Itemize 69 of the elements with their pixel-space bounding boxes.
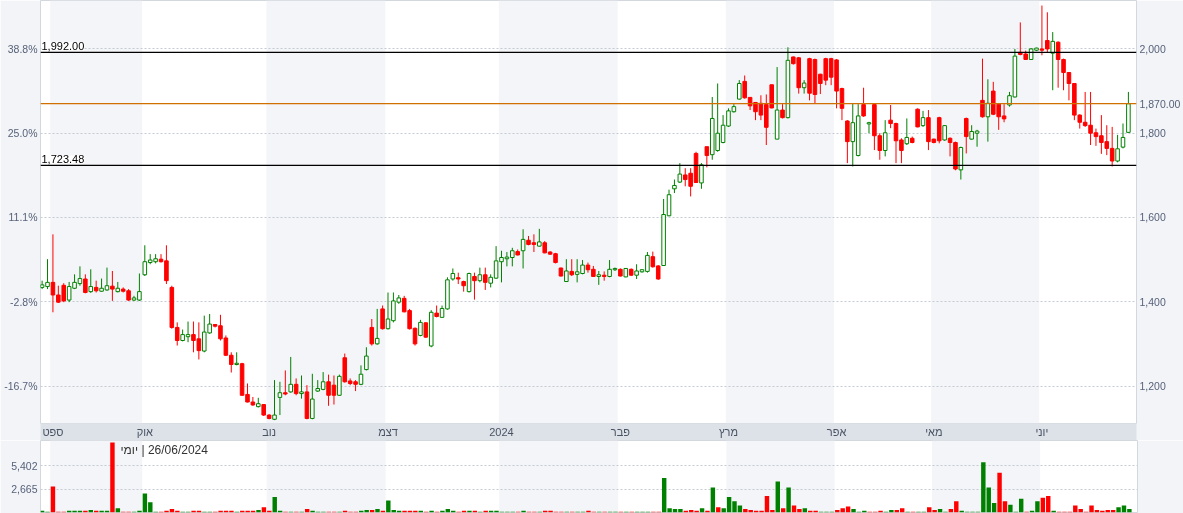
x-tick-label: 2024 — [489, 425, 514, 438]
candlestick — [482, 267, 488, 291]
candlestick — [882, 119, 888, 157]
y-tick-label: 1,870.00 — [1139, 97, 1181, 110]
y2-tick-label: 25.0% — [7, 126, 38, 139]
candlestick — [380, 305, 385, 331]
candlestick — [310, 373, 315, 420]
candlestick — [699, 162, 704, 190]
candlestick — [958, 146, 964, 181]
candlestick — [1050, 31, 1056, 91]
candlestick — [288, 356, 293, 394]
candlestick — [861, 87, 866, 118]
x-tick-label: פבר — [610, 425, 631, 438]
candlestick — [980, 58, 985, 119]
y-tick-label: 5,402 — [11, 459, 38, 472]
x-tick-label: מרץ — [718, 425, 738, 438]
candlestick — [704, 146, 710, 168]
ref-line-label: 1,723.48 — [41, 153, 85, 166]
x-tick-label: אפר — [826, 425, 847, 438]
candlestick — [369, 318, 375, 347]
y-tick-label: 2,665 — [11, 483, 38, 496]
y-tick-label: 1,400 — [1139, 295, 1166, 308]
candlestick — [299, 374, 304, 400]
candlestick — [845, 119, 850, 164]
y2-tick-label: -16.7% — [4, 380, 38, 393]
ref-line-label: 1,992.00 — [41, 40, 85, 53]
candlestick — [1120, 123, 1126, 149]
y2-tick-label: 38.8% — [7, 42, 38, 55]
x-tick-label: מאי — [925, 425, 943, 438]
candlestick — [472, 272, 477, 301]
candlestick — [283, 369, 288, 396]
candlestick — [866, 121, 872, 134]
x-tick-label: נוב — [262, 425, 276, 438]
candlestick — [904, 117, 910, 146]
candlestick — [88, 268, 94, 294]
y-tick-label: 1,600 — [1139, 211, 1166, 224]
candlestick — [963, 117, 969, 154]
bar — [375, 509, 380, 513]
candlestick — [45, 258, 50, 290]
x-tick-label: דצמ — [378, 425, 398, 438]
bar — [775, 481, 780, 513]
x-tick-label: יוני — [1035, 425, 1049, 438]
y-tick-label: 1,200 — [1139, 380, 1166, 392]
y-tick-label: 1,800 — [1139, 127, 1166, 140]
bar — [851, 509, 856, 513]
candlestick — [520, 228, 526, 269]
candlestick — [677, 162, 683, 184]
y2-tick-label: -2.8% — [10, 295, 38, 308]
candlestick — [985, 78, 991, 143]
candlestick — [277, 381, 283, 416]
candlestick — [477, 267, 483, 283]
candlestick — [915, 107, 920, 128]
y2-tick-label: 11.1% — [8, 211, 38, 224]
candlestick — [110, 270, 115, 302]
bar — [1008, 504, 1013, 513]
candlestick — [1115, 134, 1120, 163]
bar — [786, 487, 791, 513]
bar — [710, 487, 716, 513]
bar — [110, 442, 115, 513]
y-tick-label: 2,000 — [1139, 42, 1166, 55]
x-tick-label: אוק — [136, 425, 154, 438]
candlestick — [272, 379, 277, 421]
candlestick — [737, 79, 742, 101]
annotation: 26/06/2024 | יומי — [120, 442, 209, 457]
candlestick — [374, 308, 380, 346]
x-tick-label: ספט — [42, 425, 64, 438]
candlestick — [337, 374, 342, 397]
candlestick — [564, 258, 569, 283]
candlestick — [801, 79, 807, 95]
